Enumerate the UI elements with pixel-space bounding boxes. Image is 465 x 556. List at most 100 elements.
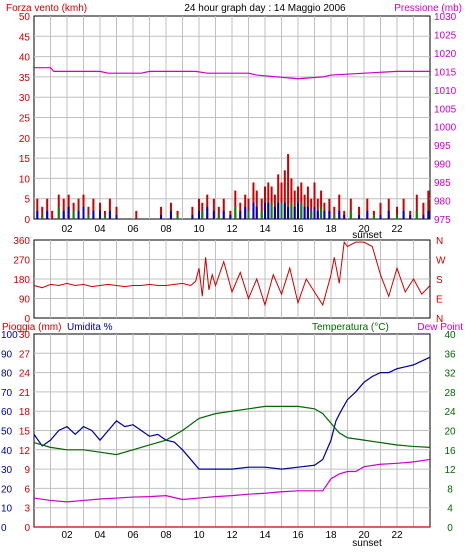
wind-average-bar: [264, 202, 266, 219]
x-tick-label: 18: [325, 530, 337, 541]
wind-average-bar: [36, 210, 39, 219]
wind-average-bar: [283, 202, 286, 219]
wind-average-bar: [387, 210, 390, 219]
wind-axis-label: Forza vento (kmh): [6, 3, 87, 14]
wind-average-bar: [239, 210, 242, 219]
temperature-y-tick-label: 36: [444, 349, 456, 360]
humidity-y-tick-label: 40: [1, 446, 13, 457]
x-tick-label: 10: [193, 224, 205, 235]
wind-average-bar: [87, 214, 90, 219]
wind-average-bar: [72, 210, 75, 219]
wind-gust-bar: [422, 202, 425, 219]
x-tick-label: 04: [94, 530, 106, 541]
temperature-line: [33, 405, 431, 456]
wind-average-bar: [313, 206, 316, 219]
wind-average-bar: [92, 210, 95, 219]
humidity-y-tick-label: 80: [1, 369, 13, 380]
wind-average-bar: [328, 210, 331, 219]
wind-average-bar: [310, 210, 313, 219]
wind-gust-bar: [310, 198, 313, 219]
x-tick-label: 12: [226, 530, 238, 541]
compass-label: N: [436, 314, 443, 325]
temperature-y-tick-label: 16: [444, 446, 456, 457]
wind-y-tick-label: 25: [19, 114, 31, 125]
wind-gust-bar: [396, 206, 398, 219]
pressure-y-tick-label: 980: [434, 197, 451, 208]
pressure-y-tick-label: 1015: [434, 67, 457, 78]
humidity-y-tick-label: 90: [1, 349, 13, 360]
rain-y-tick-label: 0: [24, 523, 30, 534]
wind-average-bar: [212, 210, 215, 219]
wind-gust-bar: [36, 198, 39, 219]
wind-gust-bar: [320, 190, 323, 219]
rain-axis-label-text: Pioggia (mm): [2, 322, 61, 333]
wind-gust-bar: [277, 174, 280, 219]
wind-gust-bar: [387, 198, 390, 219]
humidity-y-tick-label: 60: [1, 407, 13, 418]
wind-average-bar: [198, 210, 200, 219]
wind-gust-bar: [41, 206, 44, 219]
wind-average-bar: [277, 202, 280, 219]
wind-average-bar: [57, 206, 60, 219]
wind-gust-bar: [283, 170, 286, 219]
pressure-y-tick-label: 1025: [434, 30, 457, 41]
wind-average-bar: [103, 214, 106, 219]
temperature-y-tick-label: 28: [444, 388, 456, 399]
x-tick-label: 06: [127, 530, 139, 541]
x-tick-label: 20: [358, 530, 370, 541]
wind-y-tick-label: 15: [19, 154, 31, 165]
wind-average-bar: [306, 206, 309, 219]
wind-average-bar: [229, 214, 232, 219]
dewpoint-axis-label: Dew Point: [417, 322, 463, 333]
wind-y-tick-label: 20: [19, 134, 31, 145]
direction-y-tick-label: 360: [13, 236, 30, 247]
wind-gust-bar: [160, 206, 163, 219]
wind-y-tick-label: 5: [24, 195, 30, 206]
wind-average-bar: [160, 214, 163, 219]
wind-average-bar: [176, 214, 179, 219]
sunset-label-3: sunset: [352, 538, 382, 549]
direction-y-tick-label: 270: [13, 256, 30, 267]
wind-average-bar: [415, 210, 418, 219]
wind-gust-bar: [217, 206, 220, 219]
wind-average-bar: [396, 214, 398, 219]
wind-gust-bar: [328, 198, 331, 219]
wind-average-bar: [303, 206, 306, 219]
pressure-y-tick-label: 1020: [434, 49, 457, 60]
chart-title: 24 hour graph day : 14 Maggio 2006: [184, 3, 346, 14]
rain-y-tick-label: 3: [24, 504, 30, 515]
x-tick-label: 08: [160, 224, 172, 235]
wind-gust-bar: [300, 182, 303, 219]
wind-gust-bar: [267, 182, 270, 219]
wind-average-bar: [409, 214, 412, 219]
wind-average-bar: [273, 206, 276, 219]
temperature-y-tick-label: 24: [444, 407, 456, 418]
rain-y-tick-label: 30: [19, 330, 31, 341]
rain-y-tick-label: 6: [24, 484, 30, 495]
x-tick-label: 14: [259, 530, 271, 541]
wind-gust-bar: [198, 198, 200, 219]
wind-gust-bar: [366, 198, 369, 219]
wind-average-bar: [77, 210, 80, 219]
wind-gust-bar: [333, 206, 336, 219]
wind-gust-bar: [212, 198, 215, 219]
rain-y-tick-label: 9: [24, 465, 30, 476]
wind-average-bar: [320, 206, 323, 219]
compass-label: N: [436, 236, 443, 247]
humidity-y-tick-label: 50: [1, 427, 13, 438]
wind-gust-bar: [191, 206, 194, 219]
wind-gust-bar: [252, 182, 255, 219]
wind-average-bar: [379, 214, 382, 219]
wind-average-bar: [244, 206, 247, 219]
wind-gust-bar: [280, 182, 283, 219]
wind-average-bar: [67, 206, 70, 219]
temperature-axis-label: Temperatura (°C): [312, 322, 389, 333]
x-tick-label: 12: [226, 224, 238, 235]
wind-average-bar: [333, 214, 336, 219]
wind-gust-bar: [51, 210, 54, 219]
wind-gust-bar: [290, 178, 293, 219]
wind-gust-bar: [108, 198, 111, 219]
humidity-y-tick-label: 0: [1, 523, 7, 534]
wind-average-bar: [297, 202, 299, 219]
